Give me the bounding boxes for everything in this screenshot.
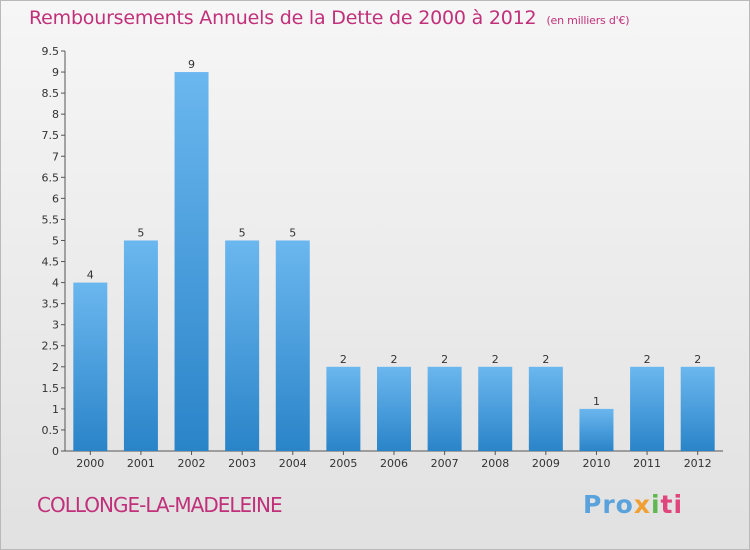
y-tick-label: 0.5 [42, 424, 60, 437]
x-tick-label: 2000 [76, 457, 104, 470]
data-label: 2 [391, 353, 398, 366]
y-tick-label: 8 [52, 108, 59, 121]
chart-title: Remboursements Annuels de la Dette de 20… [29, 7, 630, 29]
y-tick-label: 5.5 [42, 213, 60, 226]
y-tick-label: 0 [52, 445, 59, 458]
proxiti-logo: Proxiti [583, 490, 684, 519]
bar [123, 240, 158, 451]
x-tick-label: 2012 [684, 457, 712, 470]
data-label: 2 [340, 353, 347, 366]
y-tick-label: 4 [52, 277, 59, 290]
data-label: 5 [289, 226, 296, 239]
data-label: 2 [694, 353, 701, 366]
x-tick-label: 2008 [481, 457, 509, 470]
y-tick-label: 4.5 [42, 256, 60, 269]
bar [680, 366, 715, 451]
y-tick-label: 9 [52, 66, 59, 79]
bar [630, 366, 665, 451]
x-tick-label: 2003 [228, 457, 256, 470]
labels: 2000 4 2001 5 2002 9 2003 5 2004 5 2005 2 2006 2 2007 2… [76, 58, 711, 470]
y-tick-label: 8.5 [42, 87, 60, 100]
y-tick-label: 6 [52, 192, 59, 205]
data-label: 2 [441, 353, 448, 366]
location-name: COLLONGE-LA-MADELEINE [37, 493, 283, 517]
y-tick-label: 1.5 [42, 382, 60, 395]
data-label: 5 [137, 226, 144, 239]
y-tick-label: 7.5 [42, 129, 60, 142]
bar [326, 366, 361, 451]
x-tick-label: 2005 [329, 457, 357, 470]
data-label: 2 [542, 353, 549, 366]
x-tick-label: 2006 [380, 457, 408, 470]
x-tick-label: 2001 [127, 457, 155, 470]
x-tick-label: 2007 [431, 457, 459, 470]
data-label: 1 [593, 395, 600, 408]
x-tick-label: 2004 [279, 457, 307, 470]
y-tick-label: 5 [52, 234, 59, 247]
data-label: 2 [644, 353, 651, 366]
y-tick-label: 9.5 [42, 45, 60, 58]
data-label: 5 [239, 226, 246, 239]
x-tick-label: 2011 [633, 457, 661, 470]
y-tick-label: 1 [52, 403, 59, 416]
y-tick-label: 2 [52, 361, 59, 374]
y-tick-label: 2.5 [42, 340, 60, 353]
y-tick-label: 3 [52, 319, 59, 332]
bar [174, 72, 209, 451]
bar [579, 408, 614, 451]
chart-title-text: Remboursements Annuels de la Dette de 20… [29, 7, 537, 29]
bar [275, 240, 310, 451]
bar [528, 366, 563, 451]
y-tick-label: 6.5 [42, 171, 60, 184]
x-tick-label: 2009 [532, 457, 560, 470]
bars [73, 72, 715, 451]
bar [73, 282, 108, 451]
bar [225, 240, 260, 451]
data-label: 9 [188, 58, 195, 71]
bar [478, 366, 513, 451]
bar [377, 366, 411, 451]
unit-note: (en milliers d'€) [546, 14, 630, 27]
data-label: 2 [492, 353, 499, 366]
x-tick-label: 2002 [178, 457, 206, 470]
y-tick-label: 3.5 [42, 298, 60, 311]
data-label: 4 [87, 269, 94, 282]
bar [427, 366, 462, 451]
x-tick-label: 2010 [582, 457, 610, 470]
y-tick-label: 7 [52, 150, 59, 163]
